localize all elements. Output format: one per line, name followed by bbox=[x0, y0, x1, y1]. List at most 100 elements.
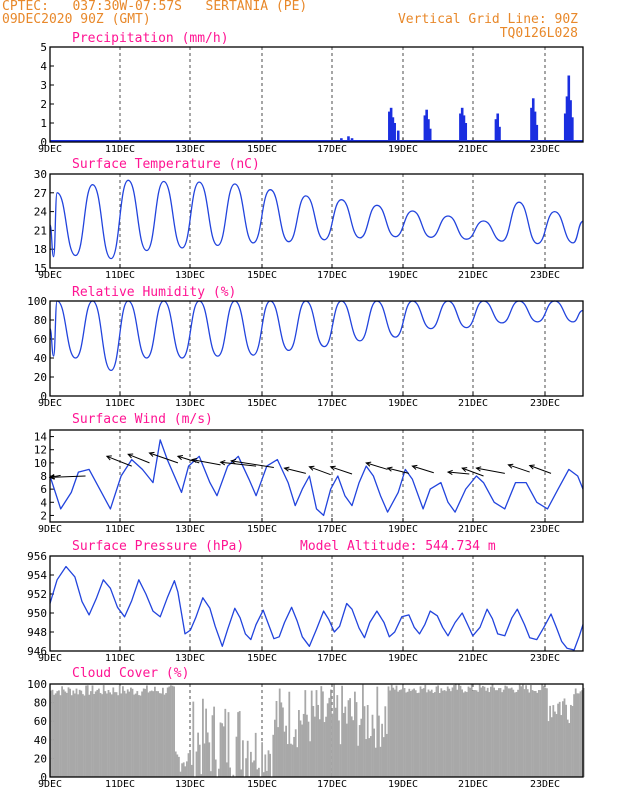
chart-6-bar-324 bbox=[568, 723, 571, 777]
chart-6-bar-180 bbox=[338, 720, 340, 777]
chart-2-xlabel-0: 9DEC bbox=[38, 270, 62, 281]
chart-6-bar-292 bbox=[517, 689, 519, 777]
chart-1-bar-20 bbox=[530, 107, 533, 142]
chart-3-ylabel-1: 20 bbox=[34, 371, 47, 384]
chart-6-bar-266 bbox=[475, 690, 478, 777]
chart-4-ylabel-2: 6 bbox=[40, 483, 47, 496]
chart-6-bar-199 bbox=[368, 738, 371, 777]
chart-4-wind-arrow-10 bbox=[309, 466, 331, 476]
chart-6-bar-79 bbox=[176, 754, 179, 777]
chart-6-bar-165 bbox=[314, 716, 316, 777]
chart-3-xlabel-2: 13DEC bbox=[175, 398, 205, 409]
chart-6-bar-196 bbox=[363, 706, 366, 777]
chart-6-bar-286 bbox=[507, 688, 510, 777]
chart-2-ylabel-3: 24 bbox=[34, 206, 48, 219]
chart-6-bar-89 bbox=[192, 701, 195, 777]
chart-6-bar-120 bbox=[242, 740, 244, 777]
chart-6-bar-95 bbox=[202, 698, 204, 777]
chart-5-xlabel-0: 9DEC bbox=[38, 653, 62, 664]
chart-1-bar-12 bbox=[428, 128, 432, 142]
chart-6-bar-304 bbox=[536, 692, 539, 777]
chart-6-bar-37 bbox=[109, 692, 111, 777]
chart-6-bar-321 bbox=[563, 698, 566, 777]
chart-6-bar-97 bbox=[205, 708, 207, 777]
chart-2-xlabel-6: 21DEC bbox=[458, 270, 488, 281]
chart-5-ylabel-3: 952 bbox=[27, 588, 47, 601]
chart-1-bar-3 bbox=[350, 138, 354, 142]
chart-4-series-line bbox=[49, 439, 584, 517]
chart-6-bar-320 bbox=[562, 701, 564, 777]
chart-1-ylabel-3: 3 bbox=[40, 79, 47, 92]
chart-6-bar-61 bbox=[147, 692, 150, 777]
chart-6-bar-39 bbox=[112, 687, 115, 777]
chart-4-wind-arrowhead-2 bbox=[105, 455, 112, 461]
chart-6-bar-252 bbox=[453, 685, 455, 777]
chart-6-bar-220 bbox=[402, 684, 404, 777]
chart-6-bar-275 bbox=[490, 686, 492, 777]
chart-1-bar-22 bbox=[533, 111, 537, 142]
chart-4-wind-arrowhead-19 bbox=[528, 464, 535, 470]
chart-3-xlabel-1: 11DEC bbox=[105, 398, 135, 409]
chart-6-bar-40 bbox=[114, 692, 116, 777]
chart-6-bar-23 bbox=[86, 685, 89, 777]
chart-6-bar-74 bbox=[168, 686, 171, 777]
chart-6-bar-294 bbox=[520, 686, 523, 777]
chart-4-wind-arrowhead-8 bbox=[230, 458, 237, 465]
chart-6-bar-31 bbox=[99, 692, 102, 777]
chart-4-wind-arrowhead-18 bbox=[507, 463, 514, 469]
chart-6-bar-56 bbox=[139, 695, 142, 777]
chart-1-bar-7 bbox=[393, 123, 396, 142]
chart-6-bar-122 bbox=[245, 758, 247, 777]
chart-5-xlabel-7: 23DEC bbox=[530, 653, 560, 664]
chart-6-bar-140 bbox=[274, 719, 276, 777]
chart-6-bar-103 bbox=[214, 759, 217, 777]
chart-1-bar-23 bbox=[535, 124, 539, 142]
chart-1-bar-13 bbox=[459, 113, 462, 142]
chart-6-bar-22 bbox=[85, 685, 87, 777]
chart-6-bar-206 bbox=[379, 746, 382, 777]
chart-6-bar-188 bbox=[350, 716, 353, 777]
chart-6-bar-293 bbox=[518, 684, 521, 777]
chart-6-bar-53 bbox=[134, 693, 137, 777]
chart-4-wind-arrow-7 bbox=[220, 461, 257, 467]
chart-6-bar-207 bbox=[381, 723, 383, 777]
chart-5-xlabel-2: 13DEC bbox=[175, 653, 205, 664]
chart-6-bar-41 bbox=[115, 692, 118, 777]
chart-3-xlabel-3: 15DEC bbox=[247, 398, 277, 409]
chart-6-bar-213 bbox=[390, 684, 393, 777]
chart-6-bar-93 bbox=[198, 744, 201, 777]
chart-6-bar-45 bbox=[122, 686, 124, 777]
chart-1-bar-2 bbox=[347, 136, 350, 142]
chart-6-bar-186 bbox=[347, 700, 350, 777]
chart-4-xlabel-6: 21DEC bbox=[458, 524, 488, 535]
chart-6-bar-18 bbox=[78, 689, 81, 777]
chart-1-bar-17 bbox=[494, 119, 498, 142]
chart-1-xlabel-5: 19DEC bbox=[388, 144, 418, 155]
chart-6-bar-54 bbox=[136, 691, 139, 777]
chart-3-ylabel-5: 100 bbox=[27, 295, 47, 308]
chart-6-bar-222 bbox=[405, 692, 407, 777]
chart-6-bar-258 bbox=[462, 692, 465, 777]
chart-6-bar-215 bbox=[394, 689, 396, 777]
chart-6-bar-333 bbox=[582, 687, 585, 777]
chart-6-bar-133 bbox=[262, 772, 265, 777]
chart-6-bar-261 bbox=[467, 686, 470, 777]
chart-1-bar-0 bbox=[329, 140, 333, 142]
chart-6-bar-96 bbox=[203, 743, 206, 777]
chart-1-ylabel-5: 5 bbox=[40, 41, 47, 54]
chart-5-ylabel-1: 948 bbox=[27, 626, 47, 639]
chart-6-bar-139 bbox=[272, 734, 275, 777]
chart-6-bar-60 bbox=[146, 685, 148, 777]
chart-6-xlabel-0: 9DEC bbox=[38, 779, 62, 790]
chart-4-xlabel-4: 17DEC bbox=[317, 524, 347, 535]
chart-4-wind-arrowhead-3 bbox=[127, 453, 134, 459]
chart-6-bar-243 bbox=[438, 693, 441, 777]
chart-6-bar-33 bbox=[102, 685, 105, 777]
chart-6-bar-84 bbox=[184, 766, 187, 777]
chart-4-ylabel-6: 14 bbox=[34, 431, 48, 444]
chart-1-ylabel-2: 2 bbox=[40, 98, 47, 111]
chart-6-bar-80 bbox=[178, 756, 180, 777]
chart-3-frame bbox=[49, 300, 584, 397]
chart-6-bar-284 bbox=[504, 685, 507, 777]
